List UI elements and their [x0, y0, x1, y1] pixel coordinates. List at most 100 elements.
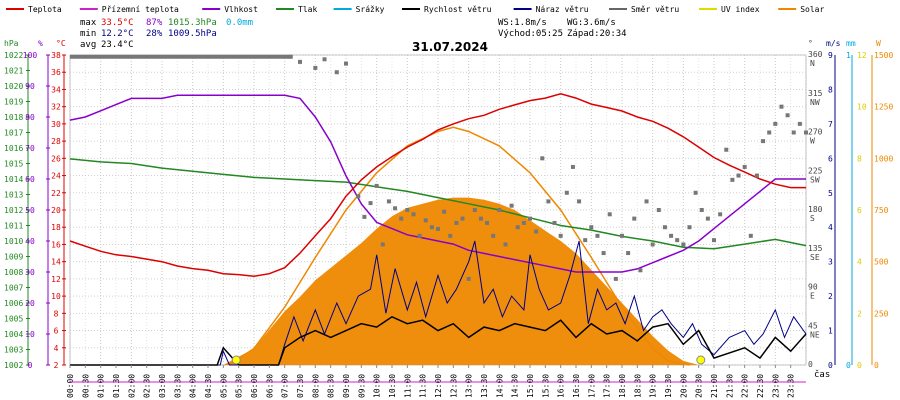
- axis-unit: W: [876, 39, 881, 48]
- y-tick-temp: 14: [51, 258, 61, 267]
- stats-block: max 33.5°C 87% 1015.3hPa 0.0mm min 12.2°…: [80, 18, 627, 50]
- y-tick-uv: 0: [857, 361, 862, 370]
- wind-dir-point: [399, 216, 404, 221]
- y-tick-dir: 315: [808, 89, 823, 98]
- wind-dir-point: [761, 139, 766, 144]
- y-tick-temp: 8: [54, 309, 59, 318]
- y-tick-w: 500: [874, 258, 889, 267]
- x-tick-label: 12:00: [434, 374, 443, 398]
- wind-dir-point: [429, 225, 434, 230]
- wind-dir-point: [521, 220, 526, 225]
- y-tick-hpa: 1020: [4, 82, 23, 91]
- wind-dir-point: [288, 54, 293, 59]
- x-tick-label: 06:00: [250, 374, 259, 398]
- y-tick-ms: 7: [828, 120, 833, 129]
- x-tick-label: 05:00: [219, 374, 228, 398]
- y-tick-hpa: 1003: [4, 346, 23, 355]
- stat-min-label: min: [80, 29, 96, 39]
- x-tick-label: 01:30: [112, 374, 121, 398]
- wind-dir-point: [693, 190, 698, 195]
- wind-dir-point: [687, 225, 692, 230]
- y-tick-pct: 70: [25, 144, 35, 153]
- legend-label: Tlak: [298, 5, 317, 14]
- y-tick-uv: 10: [857, 103, 867, 112]
- x-tick-label: 15:30: [541, 374, 550, 398]
- y-tick-uv: 12: [857, 51, 867, 60]
- wind-dir-point: [570, 164, 575, 169]
- y-tick-ms: 1: [828, 327, 833, 336]
- wind-dir-point: [528, 216, 532, 221]
- y-tick-dir: 225: [808, 166, 823, 175]
- y-tick-temp: 20: [51, 206, 61, 215]
- x-tick-label: 18:30: [633, 374, 642, 398]
- y-tick-w: 250: [874, 309, 889, 318]
- y-tick-dir: 360: [808, 50, 823, 59]
- wind-dir-point: [423, 218, 428, 223]
- wind-dir-point: [699, 208, 704, 212]
- stat-avg-temp: 23.4°C: [101, 40, 134, 50]
- x-tick-label: 00:00: [66, 374, 75, 398]
- stat-ws: WS:1.8m/s: [498, 18, 547, 28]
- wind-dir-point: [540, 156, 545, 161]
- wind-dir-point: [436, 226, 440, 231]
- y-tick-temp: 30: [51, 120, 61, 129]
- x-tick-label: 07:30: [296, 374, 305, 398]
- x-tick-label: 04:30: [204, 374, 213, 398]
- x-tick-label: 12:30: [449, 374, 458, 398]
- legend-label: Teplota: [28, 5, 62, 14]
- wind-dir-point: [748, 233, 753, 238]
- y-tick-hpa: 1017: [4, 129, 23, 138]
- series-lines: [69, 93, 807, 366]
- stat-max-temp: 33.5°C: [101, 18, 134, 28]
- stat-max-hum: 87%: [146, 18, 163, 28]
- x-tick-label: 08:30: [327, 374, 336, 398]
- y-tick-mm: 1: [846, 51, 851, 60]
- y-tick-dir-label: N: [810, 59, 815, 68]
- y-tick-temp: 18: [51, 223, 61, 232]
- y-tick-pct: 0: [28, 361, 33, 370]
- legend-label: Přízemní teplota: [102, 5, 179, 14]
- y-tick-hpa: 1002: [4, 361, 23, 370]
- x-tick-label: 00:30: [81, 374, 90, 398]
- wind-dir-point: [779, 104, 784, 109]
- wind-dir-point: [334, 70, 339, 75]
- y-tick-w: 0: [874, 361, 879, 370]
- stat-avg-label: avg: [80, 40, 96, 50]
- wind-dir-point: [730, 177, 735, 182]
- wind-dir-point: [736, 173, 741, 178]
- legend-label: Solar: [800, 5, 824, 14]
- y-tick-dir: 270: [808, 128, 823, 137]
- wind-dir-point: [322, 57, 327, 62]
- wind-direction-points: [70, 54, 808, 365]
- pressure-line: [69, 158, 807, 250]
- wind-dir-point: [644, 199, 649, 204]
- axis-unit: mm: [846, 39, 856, 48]
- x-tick-label: 16:00: [557, 374, 566, 398]
- wind-dir-point: [362, 214, 367, 219]
- wind-dir-point: [386, 199, 391, 204]
- x-tick-label: 21:00: [710, 374, 719, 398]
- y-tick-dir: 180: [808, 205, 823, 214]
- y-tick-hpa: 1007: [4, 284, 23, 293]
- y-tick-dir-label: NW: [810, 98, 820, 107]
- wind-dir-point: [583, 238, 588, 243]
- wind-dir-point: [298, 59, 302, 64]
- y-tick-dir: 90: [808, 283, 818, 292]
- wind-dir-point: [718, 212, 723, 217]
- wind-dir-point: [534, 229, 539, 234]
- wind-dir-point: [552, 220, 557, 225]
- wind-dir-point: [411, 212, 416, 217]
- x-tick-label: 22:30: [756, 374, 765, 398]
- x-tick-label: 09:30: [357, 374, 366, 398]
- wind-dir-point: [442, 209, 447, 214]
- wind-dir-point: [356, 194, 361, 199]
- legend-label: Vlhkost: [224, 5, 258, 14]
- wind-gust-line: [70, 240, 807, 366]
- wind-dir-point: [564, 190, 569, 195]
- wind-dir-point: [662, 225, 667, 230]
- x-tick-label: 17:30: [603, 374, 612, 398]
- y-tick-w: 1500: [874, 51, 893, 60]
- y-tick-temp: 22: [51, 189, 61, 198]
